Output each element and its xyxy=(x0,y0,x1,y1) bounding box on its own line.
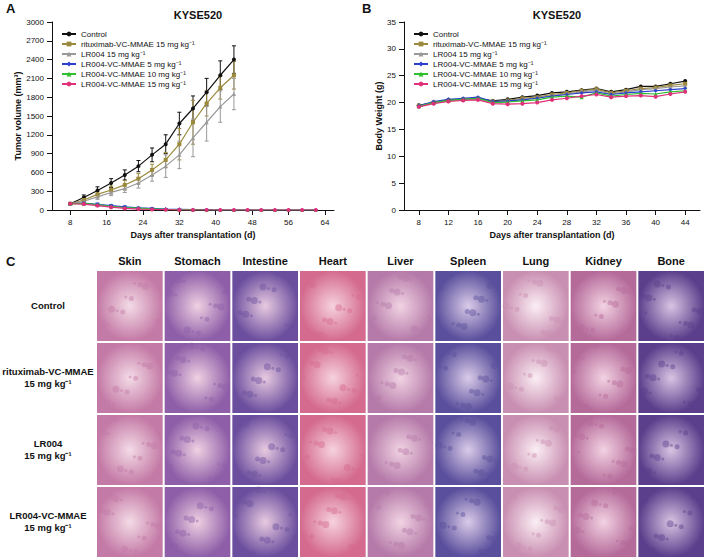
svg-text:Control: Control xyxy=(433,30,459,39)
svg-text:300: 300 xyxy=(31,187,45,196)
svg-text:3000: 3000 xyxy=(26,18,44,27)
svg-text:28: 28 xyxy=(562,218,571,227)
svg-text:35: 35 xyxy=(387,18,396,27)
svg-text:KYSE520: KYSE520 xyxy=(174,9,222,21)
svg-text:1800: 1800 xyxy=(26,93,44,102)
html-text:LR004-VC-MMAE: LR004-VC-MMAE xyxy=(9,510,87,521)
svg-text:15: 15 xyxy=(387,125,396,134)
svg-text:LR004 15 mg kg⁻¹: LR004 15 mg kg⁻¹ xyxy=(433,50,498,59)
svg-text:12: 12 xyxy=(444,218,453,227)
svg-text:16: 16 xyxy=(474,218,483,227)
svg-text:36: 36 xyxy=(622,218,631,227)
html-text:Lung: Lung xyxy=(522,255,550,267)
html-text:Kidney: Kidney xyxy=(585,255,622,267)
svg-text:600: 600 xyxy=(31,168,45,177)
svg-text:LR004-VC-MMAE 15 mg kg⁻¹: LR004-VC-MMAE 15 mg kg⁻¹ xyxy=(433,80,538,89)
svg-text:LR004 15 mg kg⁻¹: LR004 15 mg kg⁻¹ xyxy=(81,50,146,59)
svg-text:16: 16 xyxy=(102,218,111,227)
svg-text:20: 20 xyxy=(387,98,396,107)
html-text:Heart: Heart xyxy=(318,255,347,267)
svg-text:2700: 2700 xyxy=(26,36,44,45)
svg-text:0: 0 xyxy=(40,206,45,215)
html-text:15 mg kg⁻¹: 15 mg kg⁻¹ xyxy=(24,378,72,389)
svg-text:LR004-VC-MMAE 10 mg kg⁻¹: LR004-VC-MMAE 10 mg kg⁻¹ xyxy=(433,70,538,79)
svg-text:2100: 2100 xyxy=(26,74,44,83)
svg-text:1200: 1200 xyxy=(26,130,44,139)
svg-text:24: 24 xyxy=(533,218,542,227)
svg-text:8: 8 xyxy=(68,218,73,227)
svg-text:25: 25 xyxy=(387,71,396,80)
svg-text:KYSE520: KYSE520 xyxy=(533,9,581,21)
svg-text:44: 44 xyxy=(681,218,690,227)
svg-text:B: B xyxy=(362,1,371,16)
svg-text:40: 40 xyxy=(211,218,220,227)
html-text:15 mg kg⁻¹: 15 mg kg⁻¹ xyxy=(24,522,72,533)
html-text:rituximab-VC-MMAE: rituximab-VC-MMAE xyxy=(2,366,94,377)
svg-text:64: 64 xyxy=(320,218,329,227)
svg-text:48: 48 xyxy=(248,218,257,227)
svg-text:0: 0 xyxy=(392,206,397,215)
svg-text:32: 32 xyxy=(175,218,184,227)
svg-text:Control: Control xyxy=(81,30,107,39)
svg-text:1500: 1500 xyxy=(26,112,44,121)
svg-text:56: 56 xyxy=(284,218,293,227)
html-text:15 mg kg⁻¹: 15 mg kg⁻¹ xyxy=(24,450,72,461)
html-text:C: C xyxy=(6,254,16,269)
html-text:Skin: Skin xyxy=(118,255,142,267)
svg-text:40: 40 xyxy=(651,218,660,227)
svg-text:LR004-VC-MMAE 15 mg kg⁻¹: LR004-VC-MMAE 15 mg kg⁻¹ xyxy=(81,80,186,89)
html-text:Intestine: Intestine xyxy=(242,255,288,267)
html-text:Control: Control xyxy=(31,300,65,311)
html-text:Stomach: Stomach xyxy=(174,255,221,267)
html-text:Bone: Bone xyxy=(657,255,685,267)
svg-text:LR004-VC-MMAE 5 mg kg⁻¹: LR004-VC-MMAE 5 mg kg⁻¹ xyxy=(81,60,182,69)
svg-text:LR004-VC-MMAE 5 mg kg⁻¹: LR004-VC-MMAE 5 mg kg⁻¹ xyxy=(433,60,534,69)
svg-text:Tumor volume (mm³): Tumor volume (mm³) xyxy=(13,72,23,161)
svg-text:LR004-VC-MMAE 10 mg kg⁻¹: LR004-VC-MMAE 10 mg kg⁻¹ xyxy=(81,70,186,79)
svg-text:10: 10 xyxy=(387,152,396,161)
svg-text:900: 900 xyxy=(31,149,45,158)
svg-text:5: 5 xyxy=(392,179,397,188)
svg-text:32: 32 xyxy=(592,218,601,227)
svg-text:A: A xyxy=(6,1,16,16)
html-text:LR004: LR004 xyxy=(33,438,63,449)
html-text:Spleen: Spleen xyxy=(450,255,487,267)
svg-text:30: 30 xyxy=(387,44,396,53)
html-text:Liver: Liver xyxy=(387,255,414,267)
svg-text:rituximab-VC-MMAE 15 mg kg⁻¹: rituximab-VC-MMAE 15 mg kg⁻¹ xyxy=(81,40,195,49)
svg-text:8: 8 xyxy=(417,218,422,227)
svg-text:2400: 2400 xyxy=(26,55,44,64)
svg-text:Days after transplantation (d): Days after transplantation (d) xyxy=(489,230,614,240)
svg-text:20: 20 xyxy=(503,218,512,227)
svg-text:Body Weight (g): Body Weight (g) xyxy=(374,82,384,151)
svg-text:rituximab-VC-MMAE 15 mg kg⁻¹: rituximab-VC-MMAE 15 mg kg⁻¹ xyxy=(433,40,547,49)
svg-text:Days after transplantation (d): Days after transplantation (d) xyxy=(130,230,255,240)
svg-text:24: 24 xyxy=(139,218,148,227)
